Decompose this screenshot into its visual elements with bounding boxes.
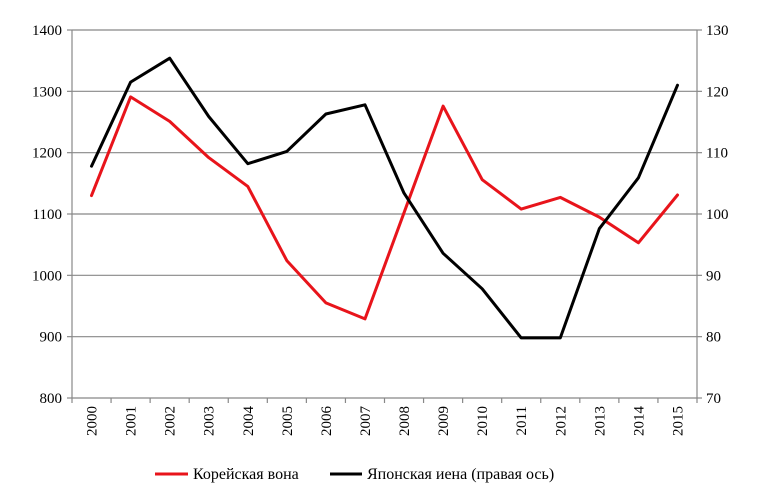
x-tick-label: 2008 <box>397 406 413 436</box>
legend-label: Корейская вона <box>193 466 299 483</box>
left-tick-label: 1100 <box>33 207 62 223</box>
gridlines <box>72 29 697 338</box>
x-tick-label: 2005 <box>280 406 296 436</box>
x-tick-label: 2014 <box>631 406 647 437</box>
left-tick-label: 800 <box>40 391 63 407</box>
x-tick-label: 2002 <box>163 406 179 436</box>
x-axis-ticks: 2000 2001 2002 2003 2004 2005 2006 2007 2008 2009… <box>71 398 698 437</box>
x-tick-label: 2000 <box>85 406 101 436</box>
x-tick-label: 2013 <box>592 406 608 436</box>
right-tick-label: 100 <box>706 207 729 223</box>
series-lines <box>90 56 679 340</box>
x-tick-label: 2001 <box>124 406 140 436</box>
x-tick-label: 2010 <box>475 406 491 436</box>
x-tick-label: 2012 <box>553 406 569 436</box>
left-tick-label: 1200 <box>32 146 62 162</box>
series-line-left <box>90 95 679 321</box>
x-tick-label: 2009 <box>436 406 452 436</box>
legend-label: Японская иена (правая ось) <box>367 466 554 483</box>
left-tick-label: 1000 <box>32 268 62 284</box>
right-tick-label: 120 <box>706 84 729 100</box>
x-tick-label: 2006 <box>319 406 335 437</box>
right-tick-label: 80 <box>706 330 721 346</box>
x-tick-label: 2011 <box>514 406 530 435</box>
x-tick-label: 2015 <box>670 406 686 436</box>
x-tick-label: 2004 <box>241 406 257 437</box>
right-tick-label: 110 <box>706 146 728 162</box>
left-tick-label: 1300 <box>32 84 62 100</box>
left-tick-label: 1400 <box>32 23 62 39</box>
x-tick-label: 2007 <box>358 406 374 437</box>
right-tick-label: 90 <box>706 268 721 284</box>
left-axis-ticks: 800 900 1000 1100 1200 1300 1400 <box>32 23 72 407</box>
x-tick-label: 2003 <box>202 406 218 436</box>
right-tick-label: 130 <box>706 23 729 39</box>
legend: Корейская вона Японская иена (правая ось) <box>155 466 554 483</box>
right-axis-ticks: 70 80 90 100 110 120 130 <box>697 23 729 407</box>
right-tick-label: 70 <box>706 391 721 407</box>
left-tick-label: 900 <box>40 330 63 346</box>
series-line-right <box>90 56 679 340</box>
